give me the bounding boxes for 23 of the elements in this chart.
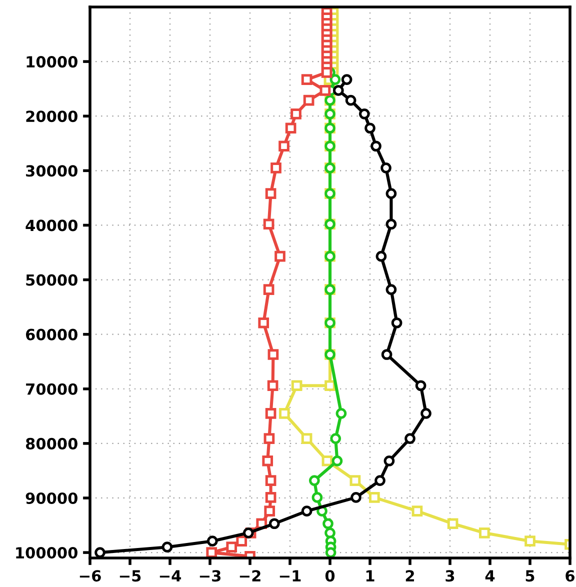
x-tick-label: −5 xyxy=(120,570,141,582)
x-tick-label: 0 xyxy=(325,570,335,582)
x-tick-label: −4 xyxy=(160,570,182,582)
y-tick-label: 20000 xyxy=(26,110,78,122)
x-tick-label: −2 xyxy=(240,570,260,582)
y-tick-label: 60000 xyxy=(26,328,78,340)
y-tick-label: 50000 xyxy=(26,274,78,286)
x-tick-label: 2 xyxy=(406,570,414,582)
y-tick-label: 90000 xyxy=(26,492,78,504)
y-tick-label: 100000 xyxy=(16,547,78,559)
x-tick-label: 1 xyxy=(366,570,374,582)
x-tick-label: −6 xyxy=(80,570,101,582)
x-tick-label: 6 xyxy=(566,570,574,582)
y-tick-label: 10000 xyxy=(26,56,78,68)
y-tick-label: 80000 xyxy=(26,438,78,450)
y-tick-label: 70000 xyxy=(26,383,78,395)
y-tick-label: 30000 xyxy=(26,165,78,177)
x-tick-label: 5 xyxy=(526,570,534,582)
x-tick-label: −1 xyxy=(280,570,301,582)
y-tick-label: 40000 xyxy=(26,220,78,232)
x-tick-label: 4 xyxy=(485,570,495,582)
x-tick-label: 3 xyxy=(446,570,454,582)
x-tick-label: −3 xyxy=(200,570,220,582)
